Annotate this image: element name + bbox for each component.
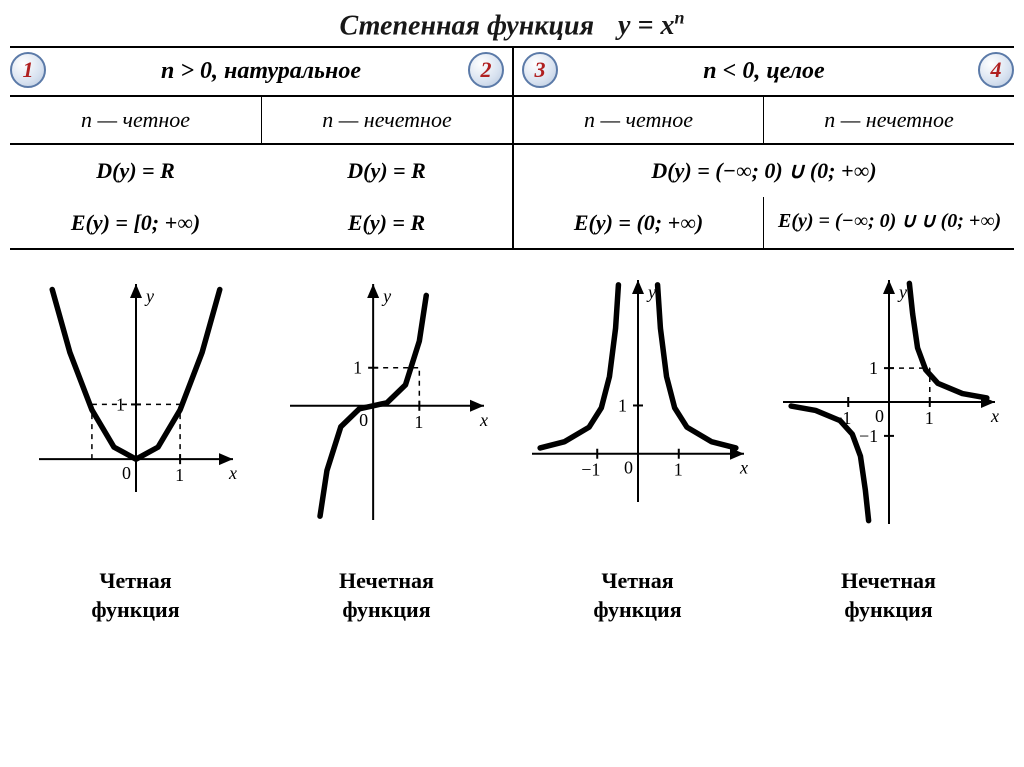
graphs-row: xy011 xy011 xy0−111 xy0−11−11 [10,252,1014,542]
graph-4-cell: xy0−11−11 [763,252,1014,542]
badge-2: 2 [468,52,504,88]
header-right: 3 n < 0, целое 4 [512,48,1014,95]
range-4: E(y) = (−∞; 0) ∪ ∪ (0; +∞) [763,197,1014,248]
svg-text:x: x [990,406,999,426]
svg-text:1: 1 [618,395,627,415]
svg-text:x: x [479,410,488,430]
domain-1: D(y) = R [10,145,261,196]
bottom-label-3: Четнаяфункция [512,562,763,629]
separator-line [10,248,1014,250]
graph-3-cell: x y 0 −1 1 1 [512,252,763,542]
range-3: E(y) = (0; +∞) [512,197,763,248]
graph-1-cell: xy011 [10,252,261,542]
range-2: E(y) = R [261,197,512,248]
bottom-label-4: Нечетнаяфункция [763,562,1014,629]
graph-3-svg: x y 0 −1 1 1 [518,272,758,532]
svg-text:1: 1 [414,412,423,432]
header-left-text: n > 0, натуральное [161,58,361,84]
svg-text:0: 0 [875,406,884,426]
svg-text:0: 0 [624,457,633,477]
svg-text:y: y [144,286,154,306]
svg-text:1: 1 [673,459,682,479]
svg-text:x: x [228,463,237,483]
subheader-3: n — четное [512,97,763,143]
main-title: Степенная функция y = xn [0,0,1024,46]
svg-text:1: 1 [924,408,933,428]
domain-row: D(y) = R D(y) = R D(y) = (−∞; 0) ∪ (0; +… [10,145,1014,196]
svg-text:−1: −1 [581,459,600,479]
subheader-2: n — нечетное [261,97,512,143]
svg-text:x: x [739,457,748,477]
svg-text:1: 1 [869,358,878,378]
header-left: 1 n > 0, натуральное 2 [10,48,512,95]
svg-text:0: 0 [359,410,368,430]
header-right-text: n < 0, целое [703,58,824,84]
domain-34: D(y) = (−∞; 0) ∪ (0; +∞) [512,145,1014,196]
page-root: Степенная функция y = xn 1 n > 0, натура… [0,0,1024,767]
svg-text:1: 1 [353,357,362,377]
domain-2: D(y) = R [261,145,512,196]
bottom-label-1: Четнаяфункция [10,562,261,629]
title-text: Степенная функция [340,10,594,41]
svg-text:y: y [381,286,391,306]
bottom-labels-row: Четнаяфункция Нечетнаяфункция Четнаяфунк… [10,562,1014,629]
graph-2-cell: x y 0 1 1 [261,252,512,542]
range-1: E(y) = [0; +∞) [10,197,261,248]
range-row: E(y) = [0; +∞) E(y) = R E(y) = (0; +∞) E… [10,197,1014,248]
badge-3: 3 [522,52,558,88]
svg-text:1: 1 [175,465,184,485]
header-row: 1 n > 0, натуральное 2 3 n < 0, целое 4 [10,48,1014,95]
svg-text:y: y [897,282,907,302]
title-formula: y = xn [598,10,684,41]
svg-text:−1: −1 [859,426,878,446]
bottom-label-2: Нечетнаяфункция [261,562,512,629]
badge-4: 4 [978,52,1014,88]
subheader-4: n — нечетное [763,97,1014,143]
subheader-row: n — четное n — нечетное n — четное n — н… [10,97,1014,143]
badge-1: 1 [10,52,46,88]
svg-text:0: 0 [122,463,131,483]
graph-4-svg: xy0−11−11 [769,272,1009,532]
subheader-1: n — четное [10,97,261,143]
graph-2-svg: x y 0 1 1 [272,272,502,532]
svg-text:y: y [646,282,656,302]
graph-1-svg: xy011 [21,272,251,532]
